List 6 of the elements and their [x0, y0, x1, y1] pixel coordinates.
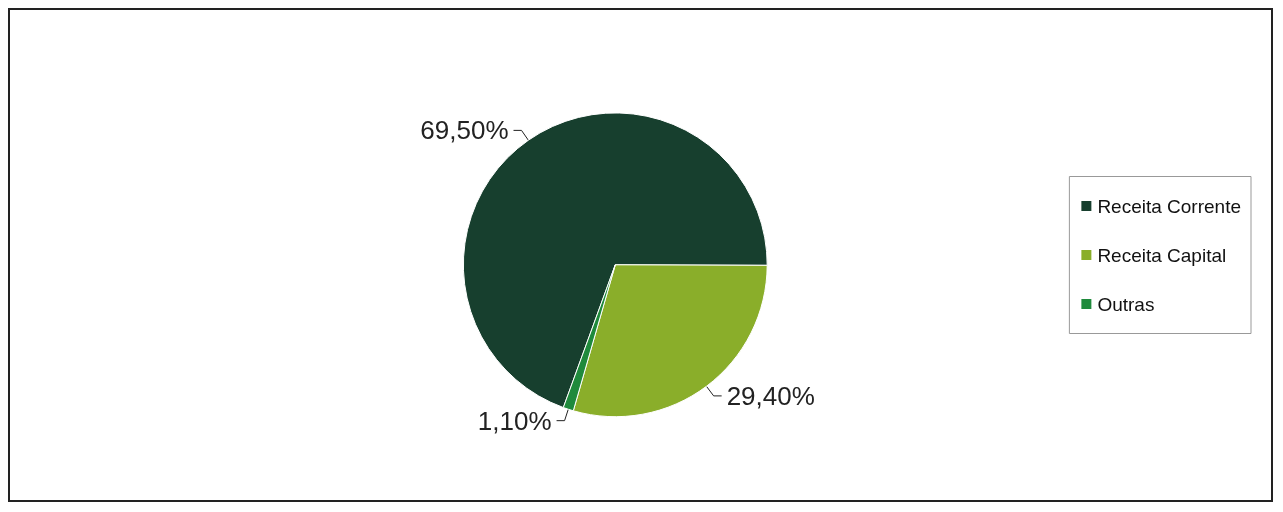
data-label: 69,50%	[420, 115, 509, 146]
data-label: 1,10%	[477, 405, 552, 436]
legend-label: Receita Corrente	[1097, 195, 1241, 217]
legend-label: Receita Capital	[1097, 244, 1227, 266]
data-label: 29,40%	[726, 380, 815, 411]
legend-label: Outras	[1097, 293, 1155, 315]
